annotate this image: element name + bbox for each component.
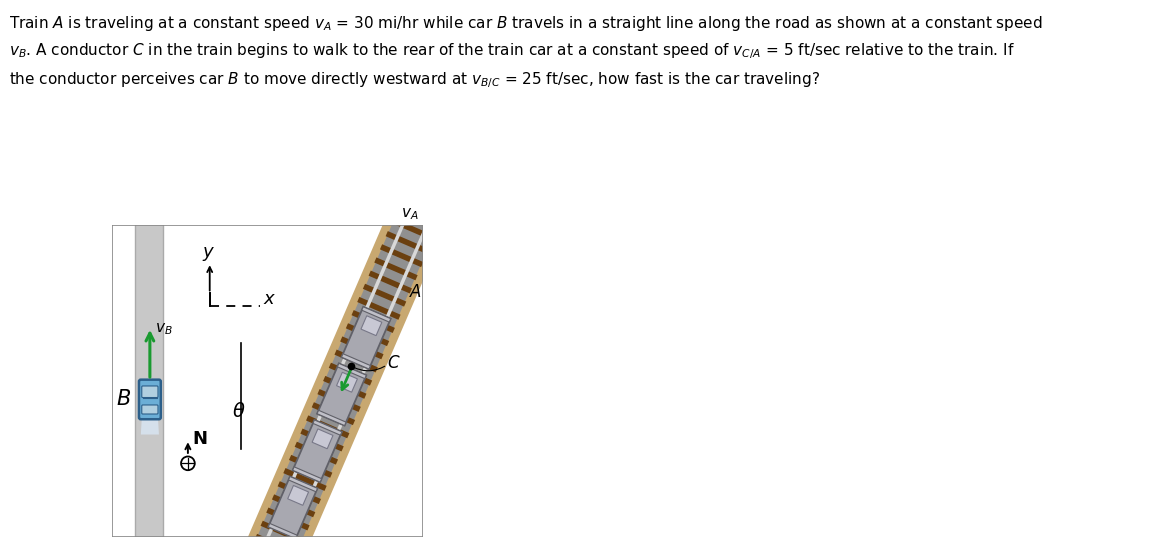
Polygon shape (362, 307, 391, 322)
Polygon shape (289, 476, 317, 492)
Polygon shape (317, 410, 346, 425)
Polygon shape (317, 363, 367, 425)
Text: $v_B$: $v_B$ (155, 321, 174, 337)
Text: $x$: $x$ (262, 291, 276, 308)
Polygon shape (246, 198, 448, 542)
Polygon shape (135, 225, 163, 537)
Text: $B$: $B$ (116, 390, 131, 409)
Polygon shape (312, 429, 334, 449)
Text: $C$: $C$ (388, 354, 400, 372)
Polygon shape (361, 316, 382, 335)
FancyBboxPatch shape (139, 379, 161, 420)
Polygon shape (288, 486, 308, 505)
Polygon shape (313, 420, 342, 435)
Polygon shape (140, 419, 159, 435)
Polygon shape (268, 476, 317, 539)
Polygon shape (268, 524, 297, 539)
Polygon shape (342, 307, 391, 369)
Text: $A$: $A$ (409, 283, 422, 301)
Polygon shape (337, 372, 358, 392)
FancyBboxPatch shape (141, 386, 158, 397)
Polygon shape (254, 201, 442, 542)
Polygon shape (342, 354, 370, 369)
Polygon shape (337, 363, 367, 379)
Text: $v_A$: $v_A$ (401, 207, 419, 222)
Text: $y$: $y$ (201, 245, 215, 263)
FancyBboxPatch shape (141, 405, 158, 414)
Text: $\theta$: $\theta$ (231, 402, 245, 421)
Text: N: N (192, 430, 208, 448)
Text: Train $A$ is traveling at a constant speed $v_A$ = 30 mi/hr while car $B$ travel: Train $A$ is traveling at a constant spe… (9, 14, 1043, 90)
Polygon shape (292, 467, 322, 482)
Polygon shape (292, 420, 342, 482)
